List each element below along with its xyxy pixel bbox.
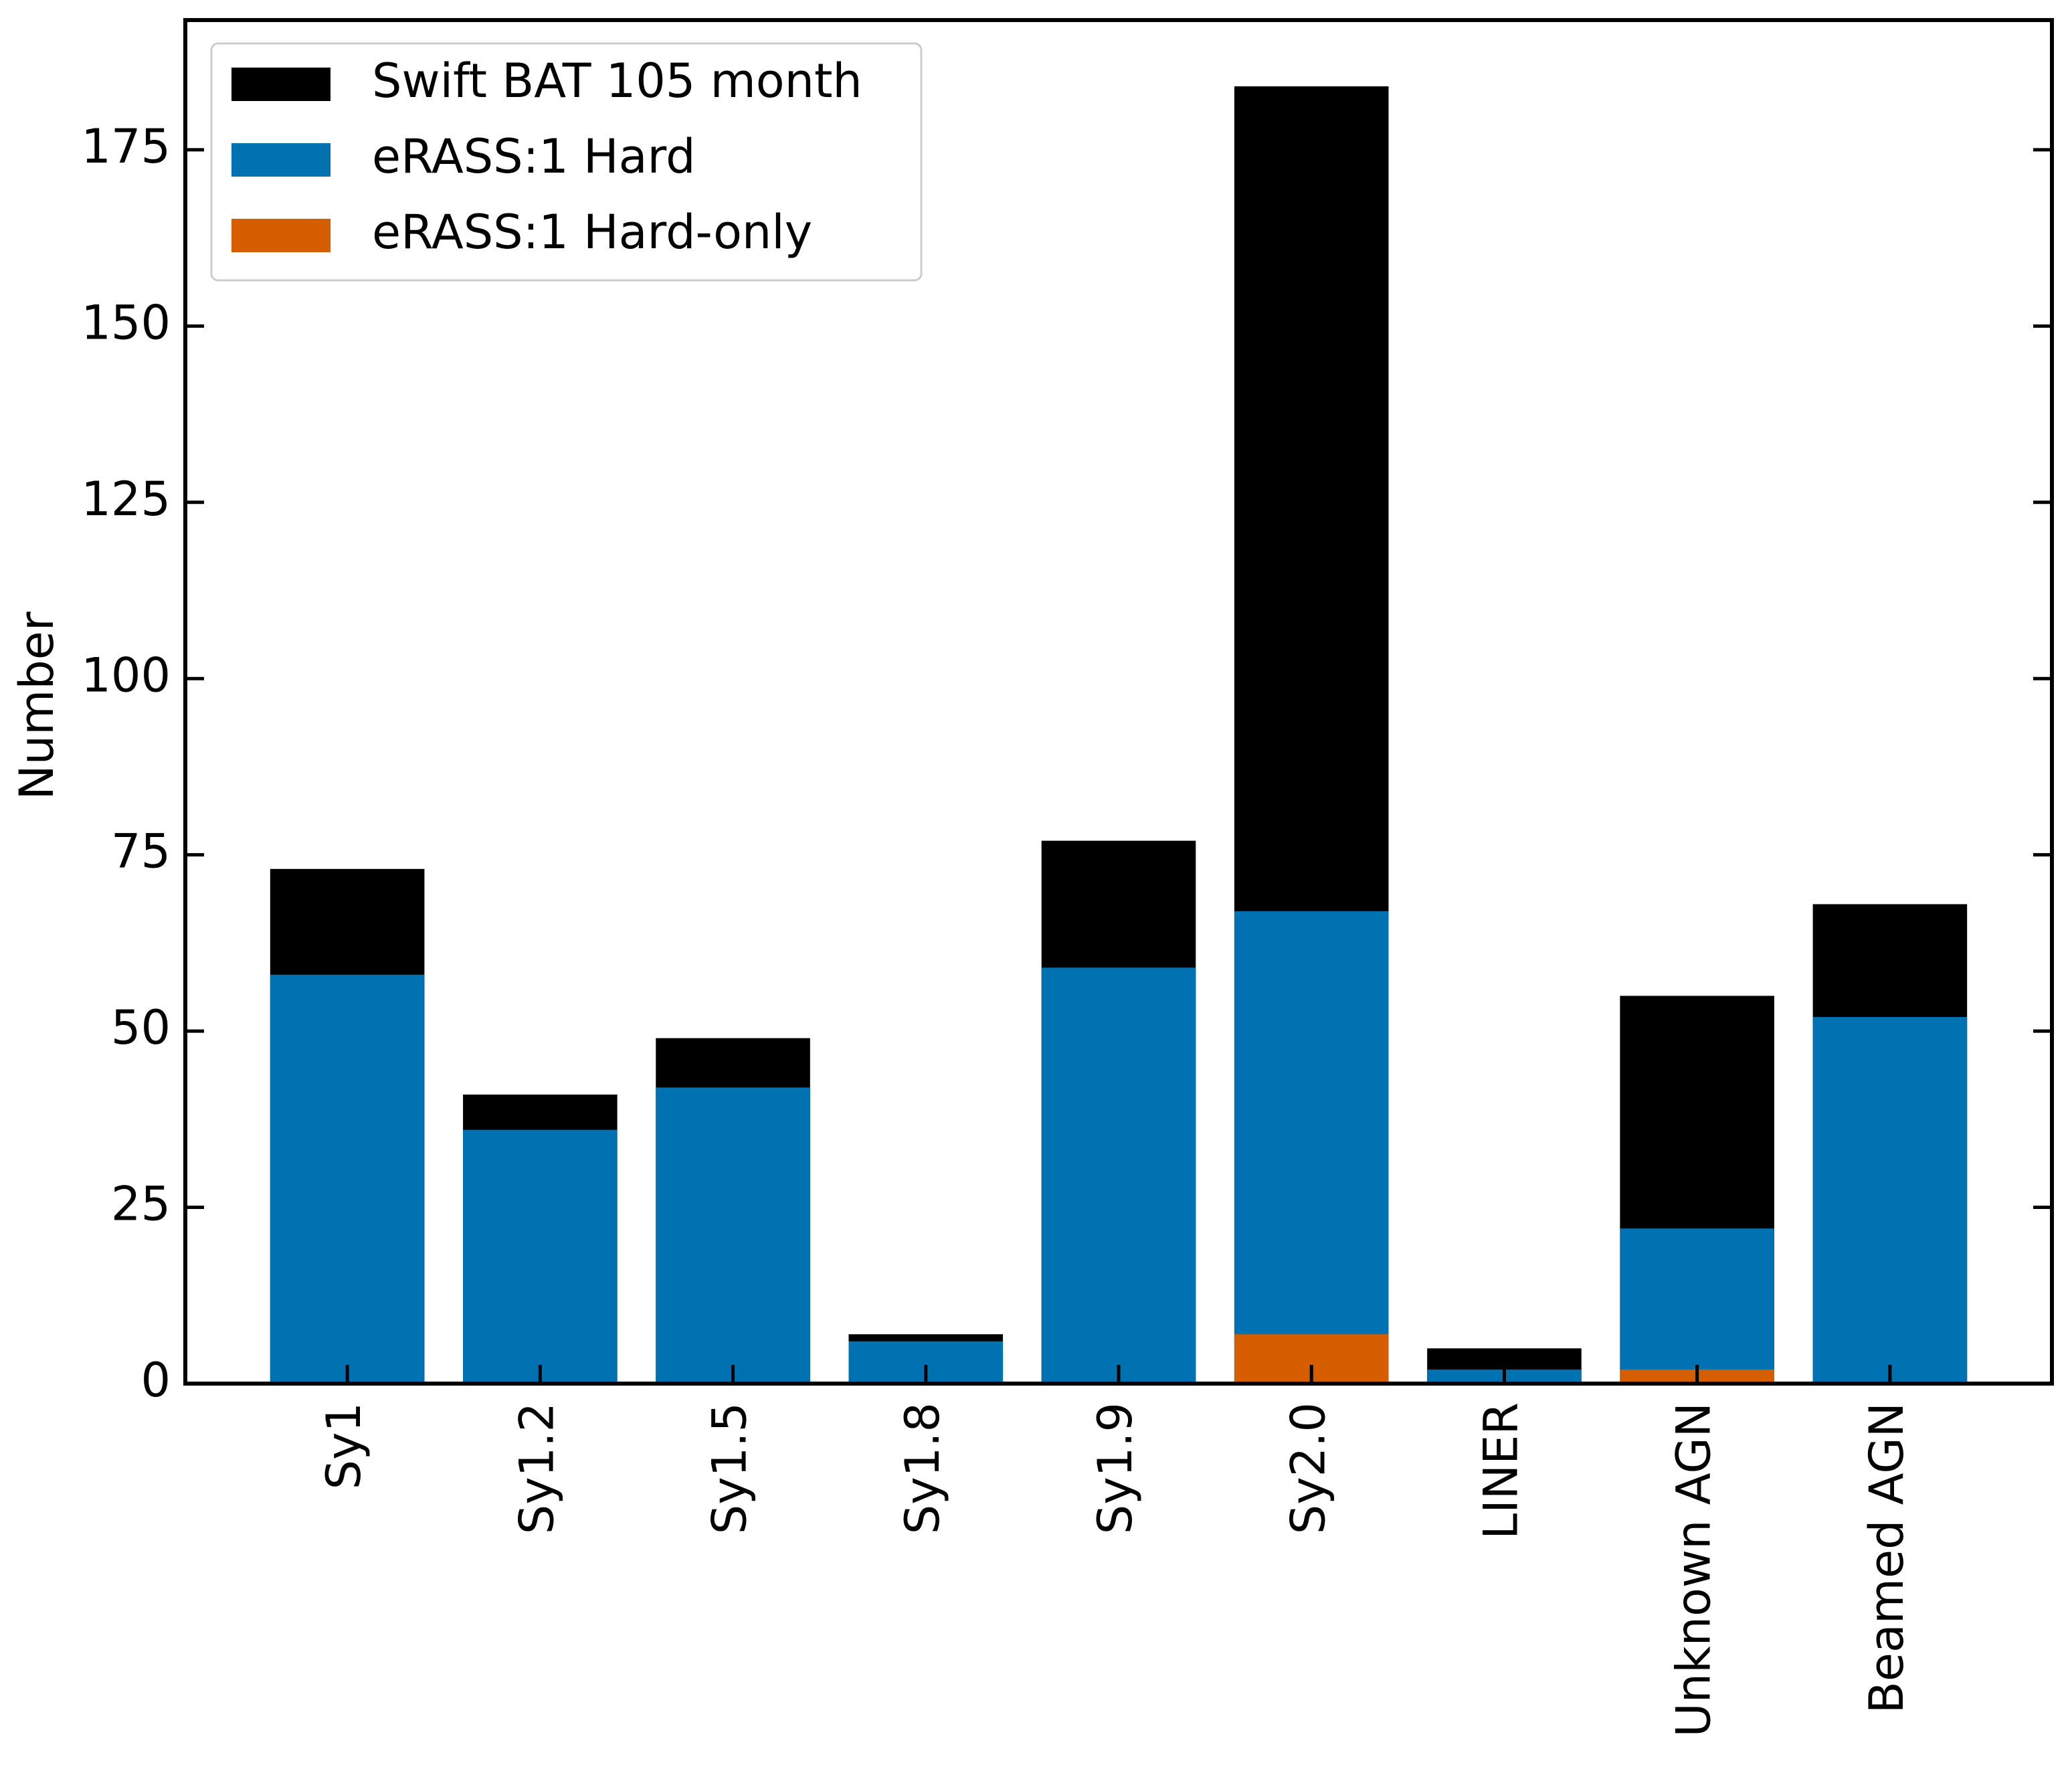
y-tick-label: 50 — [111, 1000, 171, 1055]
y-tick-label: 100 — [81, 648, 171, 703]
y-tick-label: 75 — [111, 824, 171, 879]
x-tick-label: Sy1.5 — [702, 1402, 757, 1534]
legend-swatch — [231, 68, 331, 101]
legend-label: eRASS:1 Hard — [372, 129, 696, 184]
legend-label: eRASS:1 Hard-only — [372, 205, 812, 260]
axes-frame — [183, 18, 2054, 1386]
bar — [463, 1129, 618, 1384]
x-tick-label: Beamed AGN — [1859, 1402, 1914, 1713]
x-tick-label: Unknown AGN — [1667, 1402, 1721, 1737]
y-tick-label: 175 — [81, 119, 171, 174]
y-tick-label: 0 — [140, 1353, 171, 1408]
x-tick-label: Sy1.2 — [509, 1402, 564, 1534]
bar — [656, 1087, 810, 1384]
legend-swatch — [231, 143, 331, 177]
y-tick-label: 25 — [111, 1177, 171, 1232]
bar — [1812, 1017, 1968, 1384]
legend-label: Swift BAT 105 month — [372, 54, 862, 108]
x-tick-label: Sy2.0 — [1281, 1402, 1335, 1534]
bar — [1234, 911, 1389, 1384]
bar — [1041, 967, 1196, 1384]
legend-box — [210, 42, 923, 282]
y-axis-label: Number — [9, 612, 64, 800]
y-tick-label: 150 — [81, 295, 171, 350]
bar — [1620, 1228, 1774, 1384]
x-tick-label: Sy1.8 — [895, 1402, 950, 1534]
x-tick-label: Sy1 — [316, 1402, 371, 1489]
x-tick-label: Sy1.9 — [1088, 1402, 1143, 1534]
legend-swatch — [231, 219, 331, 252]
x-tick-label: LINER — [1473, 1402, 1528, 1539]
bar — [270, 974, 425, 1384]
y-tick-label: 125 — [81, 472, 171, 527]
